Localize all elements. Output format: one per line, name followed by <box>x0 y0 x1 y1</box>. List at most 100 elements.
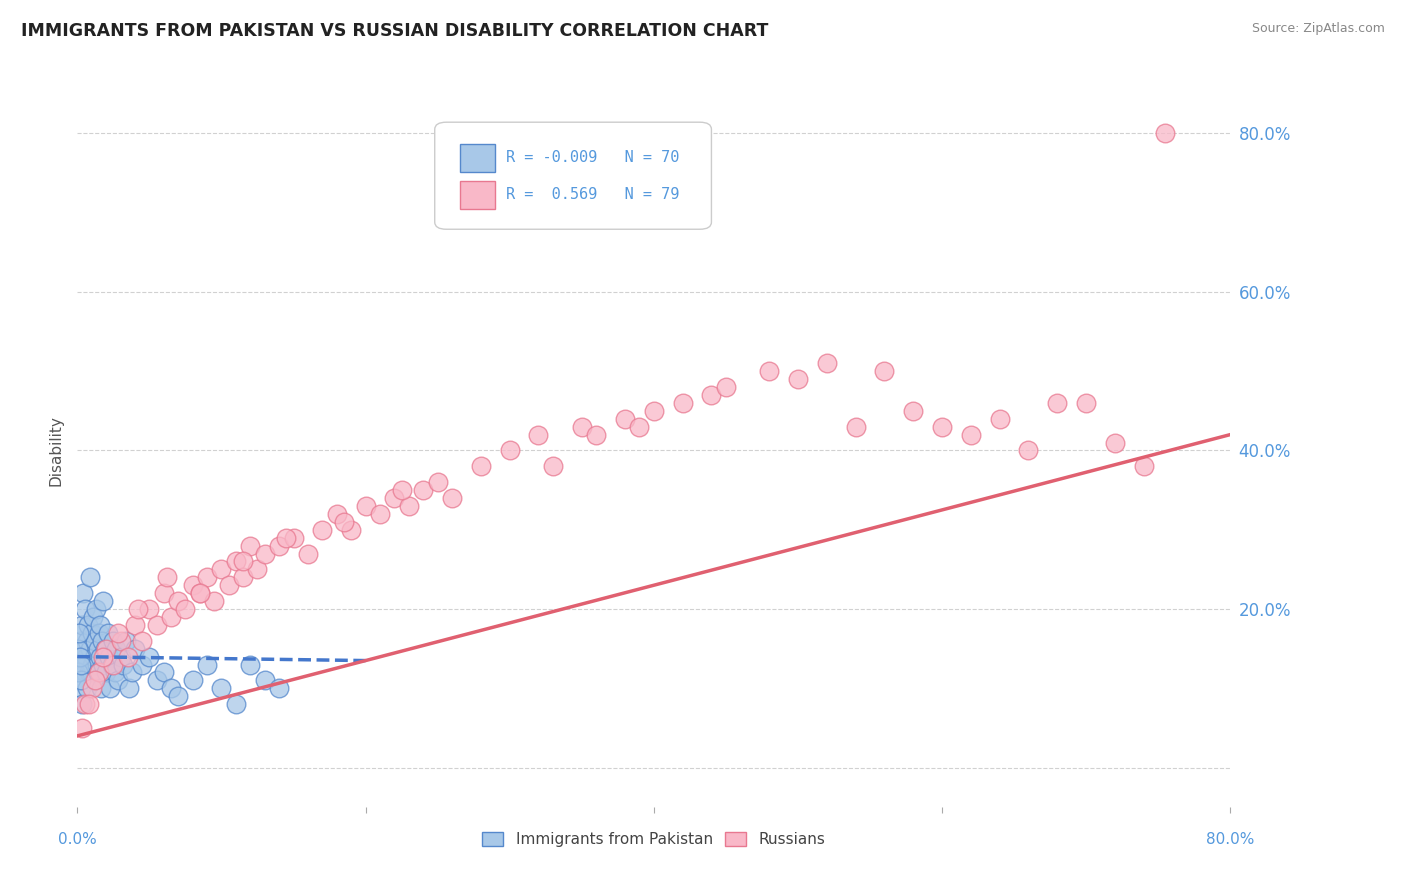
Point <box>104 665 127 680</box>
Point <box>107 673 129 688</box>
Point <box>131 657 153 672</box>
Point <box>93 641 115 656</box>
Point <box>101 657 124 672</box>
Point <box>253 547 276 561</box>
Point <box>67 649 90 664</box>
Text: R =  0.569   N = 79: R = 0.569 N = 79 <box>506 187 679 202</box>
Point <box>153 586 174 600</box>
Point <box>297 547 319 561</box>
Point <box>67 665 90 680</box>
Point <box>246 562 269 576</box>
Point <box>340 523 363 537</box>
Point <box>195 570 218 584</box>
Point <box>96 641 118 656</box>
Point <box>80 681 103 696</box>
Point <box>382 491 406 505</box>
Point <box>77 697 100 711</box>
Text: IMMIGRANTS FROM PAKISTAN VS RUSSIAN DISABILITY CORRELATION CHART: IMMIGRANTS FROM PAKISTAN VS RUSSIAN DISA… <box>21 22 769 40</box>
Point <box>195 657 218 672</box>
Point <box>98 649 121 664</box>
Point <box>845 419 868 434</box>
Point <box>672 396 695 410</box>
Text: 80.0%: 80.0% <box>1206 832 1254 847</box>
Y-axis label: Disability: Disability <box>48 415 63 486</box>
Point <box>131 633 153 648</box>
Point <box>97 625 120 640</box>
Point <box>239 657 262 672</box>
Point <box>1046 396 1069 410</box>
FancyBboxPatch shape <box>460 144 495 172</box>
Point <box>160 610 183 624</box>
Point <box>202 594 225 608</box>
Point <box>112 657 135 672</box>
Point <box>1133 459 1156 474</box>
Point <box>83 649 105 664</box>
Point <box>70 681 93 696</box>
Point <box>138 649 160 664</box>
Point <box>571 419 593 434</box>
Point <box>73 665 96 680</box>
Point <box>110 633 132 648</box>
Point <box>91 657 114 672</box>
Point <box>77 665 100 680</box>
Text: 0.0%: 0.0% <box>58 832 97 847</box>
Point <box>232 554 254 568</box>
Point <box>758 364 780 378</box>
Point <box>211 681 233 696</box>
Point <box>84 673 107 688</box>
Point <box>73 641 96 656</box>
Point <box>470 459 492 474</box>
Point <box>181 578 204 592</box>
Point <box>124 641 146 656</box>
Point <box>354 499 377 513</box>
Point <box>89 618 111 632</box>
FancyBboxPatch shape <box>434 122 711 229</box>
Point <box>86 641 108 656</box>
Point <box>225 554 247 568</box>
Point <box>426 475 449 490</box>
Point <box>105 641 128 656</box>
Point <box>70 618 93 632</box>
Point <box>225 697 247 711</box>
Point <box>117 649 139 664</box>
Point <box>333 515 356 529</box>
Point <box>83 673 105 688</box>
Point <box>87 665 110 680</box>
Point <box>276 531 298 545</box>
Point <box>398 499 420 513</box>
Point <box>232 570 254 584</box>
Point <box>267 539 291 553</box>
Point <box>83 633 105 648</box>
Point <box>87 665 110 680</box>
Point <box>368 507 391 521</box>
Point <box>90 681 112 696</box>
Point <box>181 673 204 688</box>
Point <box>87 625 110 640</box>
Point <box>80 665 103 680</box>
Point <box>218 578 240 592</box>
Point <box>714 380 737 394</box>
Point <box>787 372 810 386</box>
Point <box>527 427 550 442</box>
Point <box>110 649 132 664</box>
Point <box>499 443 522 458</box>
Point <box>84 602 107 616</box>
Point <box>96 665 118 680</box>
Point <box>69 673 91 688</box>
Point <box>643 404 665 418</box>
Point <box>541 459 564 474</box>
Point <box>138 602 160 616</box>
Point <box>873 364 896 378</box>
Point <box>960 427 983 442</box>
Point <box>70 721 93 735</box>
Point <box>76 681 98 696</box>
Point <box>283 531 305 545</box>
Point <box>1018 443 1040 458</box>
Point <box>118 681 141 696</box>
Point <box>103 657 125 672</box>
Point <box>1076 396 1098 410</box>
Point <box>70 657 93 672</box>
Point <box>69 633 91 648</box>
Point <box>156 570 179 584</box>
Point <box>1154 126 1177 140</box>
